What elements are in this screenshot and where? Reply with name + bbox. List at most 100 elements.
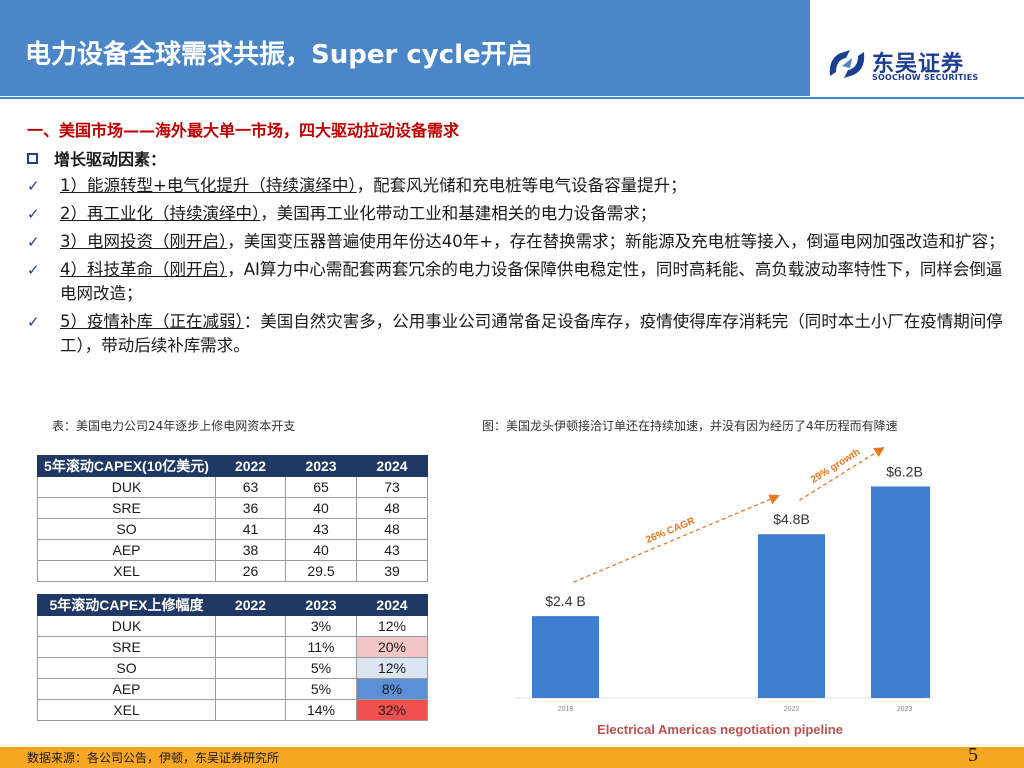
logo-english-name: SOOCHOW SECURITIES	[872, 73, 979, 82]
table-cell: AEP	[37, 678, 216, 700]
table-row: SRE 11% 20%	[37, 636, 428, 658]
driver-item: ✓ 4）科技革命（刚开启），AI算力中心需配套两套冗余的电力设备保障供电稳定性，…	[27, 258, 1017, 306]
table-cell: 38	[215, 539, 286, 561]
table-cell: 40	[285, 497, 357, 519]
x-tick-label: 2022	[784, 706, 800, 713]
table-cell: 73	[356, 476, 428, 498]
chart-bar	[758, 534, 825, 698]
driver-heading: 增长驱动因素：	[27, 146, 166, 170]
table-cell: 43	[356, 539, 428, 561]
bar-data-label: $4.8B	[773, 511, 810, 527]
table-cell	[215, 678, 286, 700]
driver-text: ，美国再工业化带动工业和基建相关的电力设备需求；	[260, 204, 657, 223]
table-cell: 63	[215, 476, 286, 498]
table-row: SRE 36 40 48	[37, 497, 428, 519]
driver-list: ✓ 1）能源转型+电气化提升（持续演绎中），配套风光储和充电桩等电气设备容量提升…	[27, 174, 1017, 362]
page-number: 5	[968, 744, 978, 766]
table-row: SO 41 43 48	[37, 518, 428, 540]
table-row: DUK 63 65 73	[37, 476, 428, 498]
driver-key: 5）疫情补库（正在减弱）	[60, 312, 244, 331]
driver-key: 4）科技革命（刚开启）	[60, 260, 228, 279]
table-row: SO 5% 12%	[37, 657, 428, 679]
table-cell: DUK	[37, 615, 216, 637]
driver-text: ，AI算力中心需配套两套冗余的电力设备保障供电稳定性，同时高耗能、高负载波动率特…	[60, 260, 1003, 303]
soochow-logo-icon	[829, 50, 865, 78]
table-cell: 40	[285, 539, 357, 561]
driver-item: ✓ 5）疫情补库（正在减弱）：美国自然灾害多，公用事业公司通常备足设备库存，疫情…	[27, 310, 1017, 358]
footer-bar	[0, 747, 1024, 768]
checkmark-icon: ✓	[27, 313, 40, 331]
table-cell	[215, 636, 286, 658]
table-cell	[215, 699, 286, 721]
checkmark-icon: ✓	[27, 233, 40, 251]
table-row: XEL 26 29.5 39	[37, 560, 428, 582]
column-header: 2024	[356, 594, 428, 616]
table-row: AEP 38 40 43	[37, 539, 428, 561]
company-logo: 东吴证券 SOOCHOW SECURITIES	[826, 46, 996, 86]
x-tick-label: 2019	[558, 706, 574, 713]
column-header: 5年滚动CAPEX上修幅度	[37, 594, 216, 616]
table-cell	[215, 615, 286, 637]
driver-key: 3）电网投资（刚开启）	[60, 232, 228, 251]
checkmark-icon: ✓	[27, 205, 40, 223]
growth-arrow	[573, 494, 780, 583]
checkmark-icon: ✓	[27, 261, 40, 279]
table-cell: 36	[215, 497, 286, 519]
table-cell: AEP	[37, 539, 216, 561]
table-cell: 48	[356, 518, 428, 540]
driver-text: ：美国自然灾害多，公用事业公司通常备足设备库存，疫情使得库存消耗完（同时本土小厂…	[60, 312, 1003, 355]
table-cell	[215, 657, 286, 679]
table-cell: XEL	[37, 560, 216, 582]
driver-item: ✓ 3）电网投资（刚开启），美国变压器普遍使用年份达40年+，存在替换需求；新能…	[27, 230, 1017, 254]
section-title: 一、美国市场——海外最大单一市场，四大驱动拉动设备需求	[27, 121, 460, 140]
column-header: 2023	[285, 594, 357, 616]
driver-text: ，配套风光储和充电桩等电气设备容量提升；	[356, 176, 687, 195]
table-cell: SO	[37, 518, 216, 540]
driver-item: ✓ 1）能源转型+电气化提升（持续演绎中），配套风光储和充电桩等电气设备容量提升…	[27, 174, 1017, 198]
page-title: 电力设备全球需求共振，Super cycle开启	[25, 40, 533, 70]
header-divider	[0, 97, 1024, 99]
header-bar: 电力设备全球需求共振，Super cycle开启	[0, 0, 810, 96]
capex-revision-table: 5年滚动CAPEX上修幅度 2022 2023 2024 DUK 3% 12% …	[37, 594, 428, 721]
chart-title: Electrical Americas negotiation pipeline	[597, 722, 843, 737]
highlight-cell: 20%	[356, 636, 428, 658]
table-cell: 5%	[285, 678, 357, 700]
table-cell: 43	[285, 518, 357, 540]
highlight-cell: 12%	[356, 657, 428, 679]
data-source: 数据来源：各公司公告，伊顿，东吴证券研究所	[27, 751, 280, 765]
table-cell: 14%	[285, 699, 357, 721]
table-cell: 3%	[285, 615, 357, 637]
column-header: 5年滚动CAPEX(10亿美元)	[37, 455, 216, 477]
column-header: 2023	[285, 455, 357, 477]
table-header-row: 5年滚动CAPEX上修幅度 2022 2023 2024	[37, 594, 428, 616]
table-cell: 39	[356, 560, 428, 582]
bar-data-label: $2.4 B	[545, 593, 585, 609]
logo-chinese-name: 东吴证券	[872, 52, 965, 77]
column-header: 2022	[215, 594, 286, 616]
bar-data-label: $6.2B	[886, 463, 923, 479]
driver-text: ，美国变压器普遍使用年份达40年+，存在替换需求；新能源及充电桩等接入，倒逼电网…	[227, 232, 1005, 251]
table-row: XEL 14% 32%	[37, 699, 428, 721]
highlight-cell: 8%	[356, 678, 428, 700]
table-cell: SO	[37, 657, 216, 679]
growth-arrow	[799, 447, 885, 501]
table-cell: 41	[215, 518, 286, 540]
driver-key: 1）能源转型+电气化提升（持续演绎中）	[60, 176, 357, 195]
table-cell: SRE	[37, 497, 216, 519]
chart-caption: 图：美国龙头伊顿接洽订单还在持续加速，并没有因为经历了4年历程而有降速	[482, 419, 898, 433]
column-header: 2022	[215, 455, 286, 477]
table-cell: DUK	[37, 476, 216, 498]
chart-bar	[532, 616, 599, 698]
table-row: AEP 5% 8%	[37, 678, 428, 700]
driver-heading-label: 增长驱动因素：	[54, 150, 167, 169]
driver-key: 2）再工业化（持续演绎中）	[60, 204, 261, 223]
table-cell: SRE	[37, 636, 216, 658]
table-header-row: 5年滚动CAPEX(10亿美元) 2022 2023 2024	[37, 455, 428, 477]
table-cell: 65	[285, 476, 357, 498]
square-bullet-icon	[27, 153, 38, 164]
driver-item: ✓ 2）再工业化（持续演绎中），美国再工业化带动工业和基建相关的电力设备需求；	[27, 202, 1017, 226]
table-row: DUK 3% 12%	[37, 615, 428, 637]
capex-table: 5年滚动CAPEX(10亿美元) 2022 2023 2024 DUK 63 6…	[37, 455, 428, 582]
table-cell: XEL	[37, 699, 216, 721]
